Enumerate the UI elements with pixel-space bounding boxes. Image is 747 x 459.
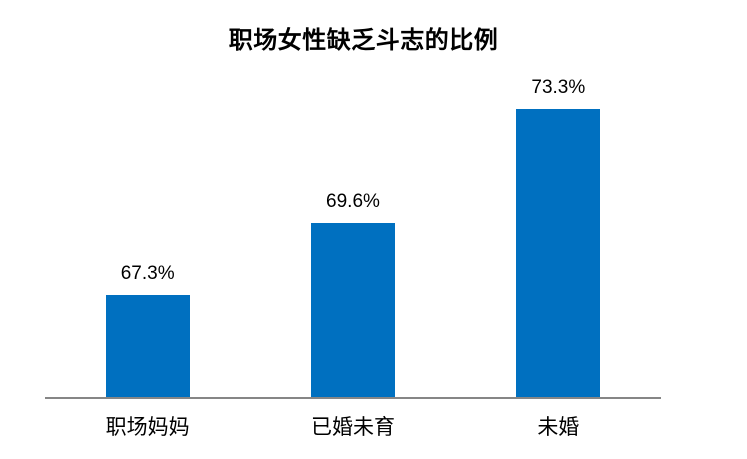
data-label: 67.3% <box>120 262 175 284</box>
bar <box>310 223 395 397</box>
x-axis-line <box>45 397 661 399</box>
category-label: 已婚未育 <box>310 416 395 439</box>
plot-area: 67.3% 69.6% 73.3% 职场妈妈 已婚未育 未婚 <box>45 0 661 459</box>
chart-title: 职场女性缺乏斗志的比例 <box>228 27 499 54</box>
data-label: 69.6% <box>326 191 380 213</box>
category-label: 未婚 <box>537 416 580 439</box>
bar-slot: 69.6% <box>250 0 455 397</box>
bar-slot: 73.3% <box>456 0 661 397</box>
category-axis-labels: 职场妈妈 已婚未育 未婚 <box>45 415 661 441</box>
bar-slot: 67.3% <box>45 0 250 397</box>
data-label: 73.3% <box>531 76 586 98</box>
bar <box>516 108 601 397</box>
category-label: 职场妈妈 <box>105 416 190 439</box>
bar <box>105 294 190 397</box>
bars-container: 67.3% 69.6% 73.3% <box>45 0 661 397</box>
